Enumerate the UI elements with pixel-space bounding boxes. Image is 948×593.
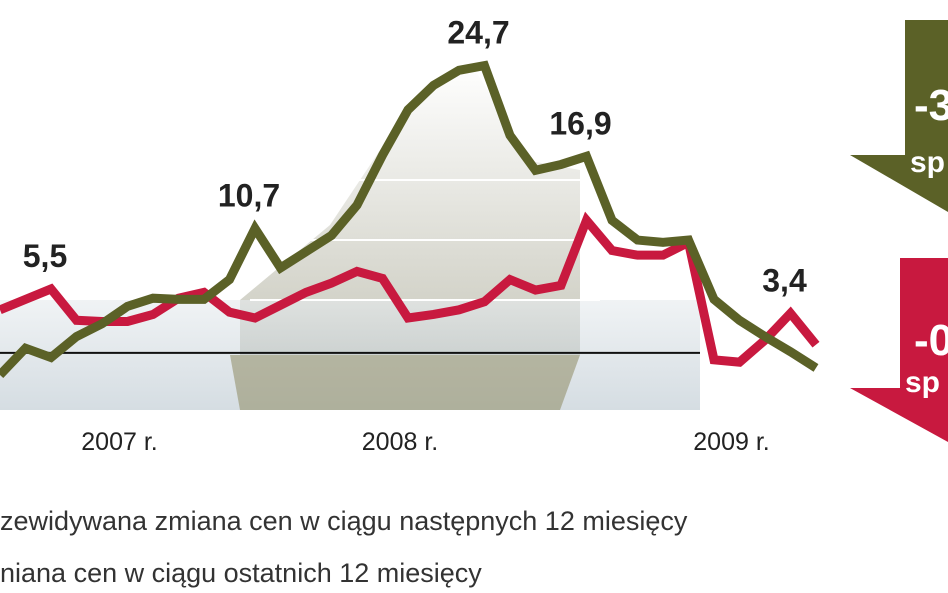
data-label: 3,4 <box>762 262 807 298</box>
data-label: 10,7 <box>218 177 280 213</box>
legend-label: niana cen w ciągu ostatnich 12 miesięcy <box>0 558 482 588</box>
annotation: sp <box>910 146 945 179</box>
arrow-green <box>850 20 948 212</box>
annotation: -3 <box>914 81 948 130</box>
x-tick-label: 2007 r. <box>81 428 157 456</box>
data-label: 16,9 <box>549 105 611 141</box>
annotation: sp <box>905 366 940 399</box>
annotation: -0 <box>914 316 948 365</box>
data-label: 5,5 <box>23 238 67 274</box>
data-label: 24,7 <box>447 15 509 51</box>
series-line <box>0 211 820 367</box>
x-tick-label: 2009 r. <box>693 428 769 456</box>
x-tick-label: 2008 r. <box>362 428 438 456</box>
series-line <box>0 60 819 379</box>
legend-label: zewidywana zmiana cen w ciągu następnych… <box>0 506 688 536</box>
arrow-red <box>850 258 948 442</box>
